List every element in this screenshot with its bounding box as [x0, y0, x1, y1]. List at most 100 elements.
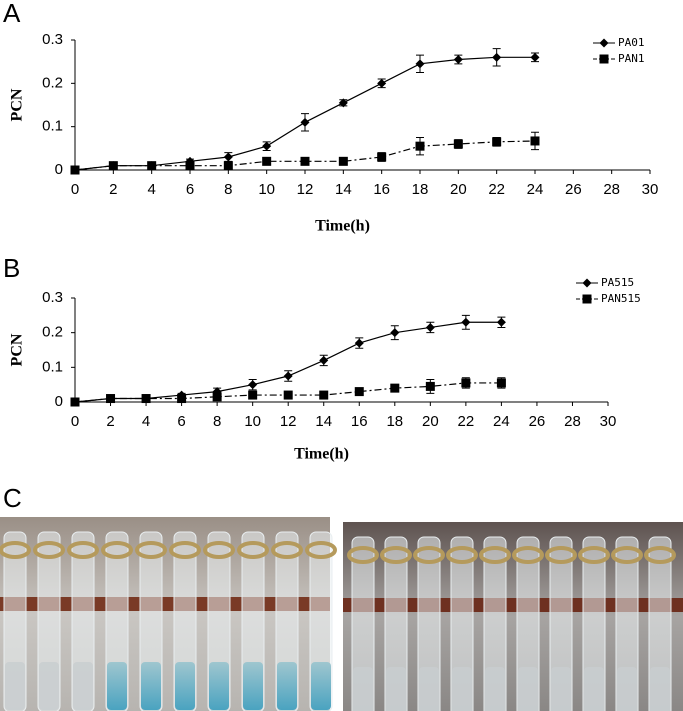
x-tick-label: 14	[335, 181, 352, 198]
rubber-band	[271, 541, 303, 559]
x-tick-label: 16	[351, 413, 368, 430]
rubber-band	[0, 541, 31, 559]
rubber-band	[347, 546, 379, 564]
marker	[283, 390, 293, 400]
y-tick-label: 0.2	[42, 74, 63, 91]
x-tick-label: 10	[258, 181, 275, 198]
x-tick-label: 2	[109, 181, 117, 198]
marker	[425, 322, 435, 332]
marker	[492, 52, 502, 62]
legend-label: PA515	[601, 276, 634, 289]
marker	[415, 141, 425, 151]
marker	[377, 152, 387, 162]
y-tick-label: 0	[55, 161, 63, 178]
rubber-band	[644, 546, 676, 564]
marker	[453, 139, 463, 149]
marker	[461, 317, 471, 327]
photo-left	[0, 517, 337, 711]
liquid	[353, 667, 373, 711]
liquid	[452, 667, 472, 711]
marker	[377, 78, 387, 88]
liquid	[518, 667, 538, 711]
marker	[496, 317, 506, 327]
marker	[390, 328, 400, 338]
marker	[147, 161, 157, 171]
rubber-band	[479, 546, 511, 564]
y-tick-label: 0.3	[42, 31, 63, 48]
rubber-band	[33, 541, 65, 559]
marker	[300, 156, 310, 166]
x-tick-label: 4	[142, 413, 150, 430]
x-tick-label: 6	[186, 181, 194, 198]
rubber-band	[305, 541, 337, 559]
liquid	[617, 667, 637, 711]
x-tick-label: 16	[373, 181, 390, 198]
x-tick-label: 22	[488, 181, 505, 198]
rubber-band	[237, 541, 269, 559]
marker	[582, 278, 592, 288]
liquid	[419, 667, 439, 711]
y-axis-label: PCN	[9, 88, 26, 121]
y-tick-label: 0.3	[42, 289, 63, 306]
photo-right	[343, 522, 683, 711]
x-tick-label: 28	[564, 413, 581, 430]
x-tick-label: 26	[529, 413, 546, 430]
marker	[185, 161, 195, 171]
liquid	[243, 662, 263, 710]
marker	[354, 338, 364, 348]
liquid	[39, 662, 59, 710]
rubber-band	[135, 541, 167, 559]
x-tick-label: 8	[213, 413, 221, 430]
marker	[141, 394, 151, 404]
x-tick-label: 8	[224, 181, 232, 198]
marker	[177, 394, 187, 404]
marker	[223, 161, 233, 171]
x-tick-label: 18	[386, 413, 403, 430]
x-tick-label: 26	[565, 181, 582, 198]
liquid	[485, 667, 505, 711]
marker	[108, 161, 118, 171]
rubber-band	[545, 546, 577, 564]
rubber-band	[203, 541, 235, 559]
y-tick-label: 0.1	[42, 118, 63, 135]
marker	[212, 392, 222, 402]
rubber-band	[169, 541, 201, 559]
y-tick-label: 0.2	[42, 324, 63, 341]
marker	[496, 378, 506, 388]
marker	[70, 397, 80, 407]
x-tick-label: 10	[244, 413, 261, 430]
marker	[530, 136, 540, 146]
marker	[425, 381, 435, 391]
marker	[248, 380, 258, 390]
panel-label: B	[3, 253, 20, 283]
liquid	[175, 662, 195, 710]
x-axis-label: Time(h)	[315, 218, 370, 235]
x-tick-label: 0	[71, 413, 79, 430]
marker	[338, 156, 348, 166]
rubber-band	[578, 546, 610, 564]
rubber-band	[512, 546, 544, 564]
liquid	[584, 667, 604, 711]
marker	[582, 294, 592, 304]
panel-label: A	[3, 0, 21, 28]
rubber-band	[67, 541, 99, 559]
marker	[70, 165, 80, 175]
x-tick-label: 12	[280, 413, 297, 430]
liquid	[107, 662, 127, 710]
rubber-band	[413, 546, 445, 564]
marker	[300, 117, 310, 127]
liquid	[141, 662, 161, 710]
marker	[599, 38, 609, 48]
x-tick-label: 14	[315, 413, 332, 430]
x-tick-label: 24	[527, 181, 544, 198]
series-line	[74, 321, 502, 403]
marker	[319, 355, 329, 365]
marker	[262, 156, 272, 166]
marker	[223, 152, 233, 162]
liquid	[209, 662, 229, 710]
x-tick-label: 24	[493, 413, 510, 430]
marker	[530, 52, 540, 62]
liquid	[551, 667, 571, 711]
x-tick-label: 30	[600, 413, 617, 430]
y-tick-label: 0.1	[42, 358, 63, 375]
